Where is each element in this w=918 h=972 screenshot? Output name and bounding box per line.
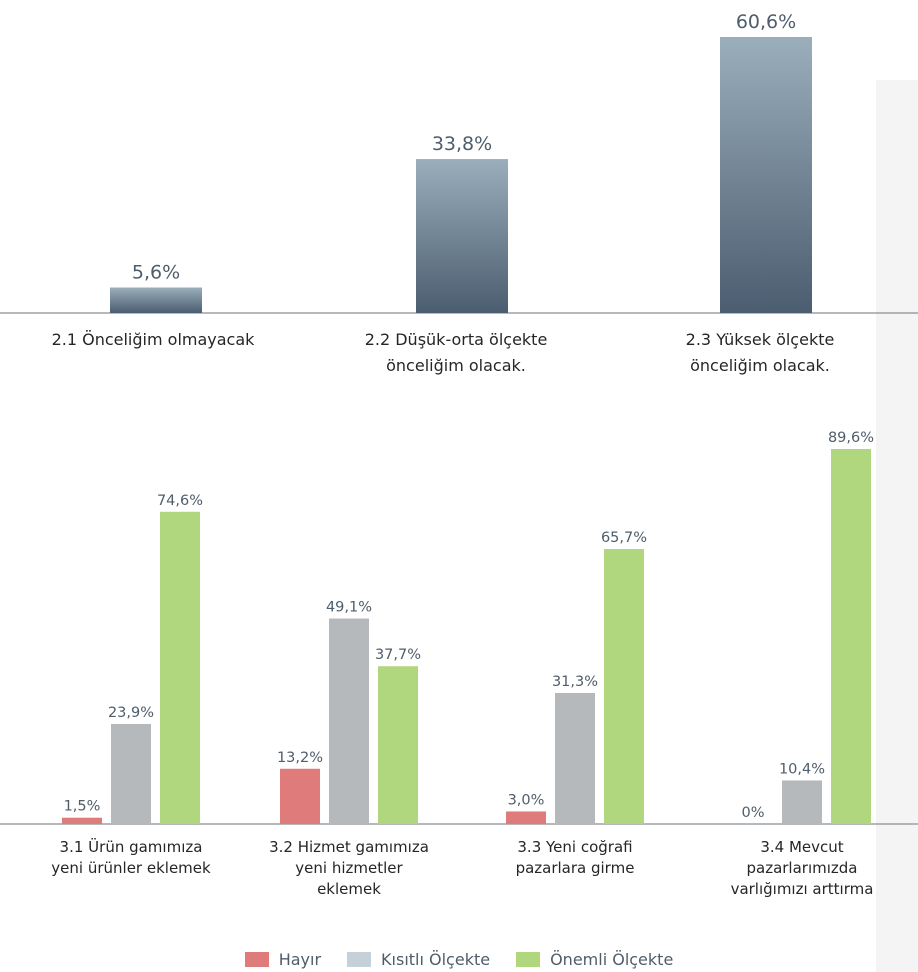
bottom-bar-value-label: 10,4% [779,761,825,777]
legend: Hayır Kısıtlı Ölçekte Önemli Ölçekte [0,946,918,972]
bottom-bar-value-label: 1,5% [64,799,101,815]
top-bar-chart: 5,6% 2.1 Önceliğim olmayacak 33,8% 2.2 Düşü… [0,11,918,375]
top-bar [416,159,508,313]
legend-swatch-onemli [516,951,541,967]
bar-onemli [160,511,200,824]
top-category-label: 2.1 Önceliğim olmayacak [52,330,256,349]
bottom-bar-value-label: 49,1% [326,600,372,616]
bar-hayir [506,811,546,824]
top-bar-value-label: 33,8% [432,133,492,155]
bar-onemli [831,449,871,824]
watermark-strip [876,80,918,972]
bar-onemli [378,666,418,824]
legend-label-hayir: Hayır [278,949,322,969]
bottom-bar-value-label: 37,7% [375,647,421,663]
bottom-bar-value-label: 13,2% [277,750,323,766]
top-bar-value-label: 5,6% [132,261,180,283]
legend-label-onemli: Önemli Ölçekte [550,949,674,969]
bottom-bar-chart: 1,5% 23,9% 74,6% 3.1 Ürün gamımıza yeni ürün… [0,430,918,898]
bottom-bar-value-label: 65,7% [601,530,647,546]
top-bar [720,37,812,313]
bottom-bar-value-label: 3,0% [508,792,545,808]
bar-hayir [62,817,102,824]
bar-kisitli [782,780,822,824]
top-bar [110,287,202,313]
bottom-bar-value-label: 89,6% [828,430,874,446]
bottom-category-label: 3.3 Yeni coğrafi pazarlara girme [516,838,635,877]
legend-item-hayir: Hayır [244,949,322,969]
top-bar-value-label: 60,6% [736,11,796,33]
bar-kisitli [111,723,151,824]
legend-swatch-hayir [244,951,269,967]
bottom-category-label: 3.2 Hizmet gamımıza yeni hizmetler eklemek [269,838,429,898]
bottom-bar-value-label: 0% [741,805,764,821]
bar-kisitli [555,693,595,824]
top-category-label: 2.3 Yüksek ölçekte önceliğim olacak. [686,330,835,375]
bottom-category-label: 3.1 Ürün gamımıza yeni ürünler eklemek [51,837,211,877]
bottom-category-label: 3.4 Mevcut pazarlarımızda varlığımızı artt… [731,838,874,898]
bottom-bar-value-label: 23,9% [108,705,154,721]
bar-kisitli [329,618,369,824]
bottom-bar-value-label: 74,6% [157,493,203,509]
bar-onemli [604,549,644,824]
bottom-bar-value-label: 31,3% [552,674,598,690]
bar-hayir [280,768,320,824]
top-category-label: 2.2 Düşük-orta ölçekte önceliğim olacak. [365,330,548,375]
legend-label-kisitli: Kısıtlı Ölçekte [381,949,491,969]
legend-item-kisitli: Kısıtlı Ölçekte [347,950,490,969]
legend-swatch-kisitli [347,951,372,967]
legend-item-onemli: Önemli Ölçekte [516,950,673,969]
